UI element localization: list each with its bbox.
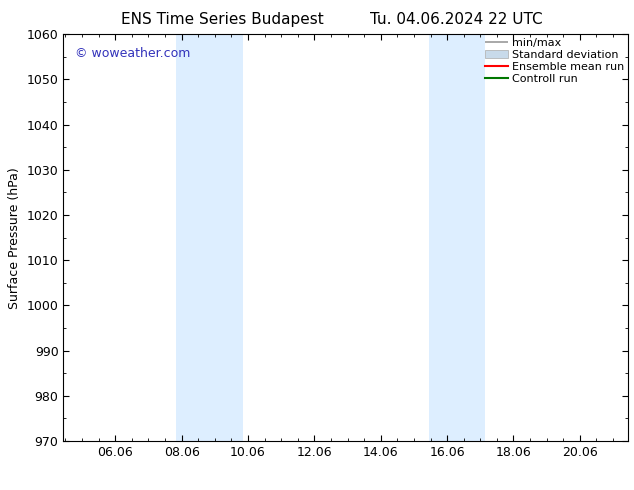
Text: © woweather.com: © woweather.com	[75, 47, 190, 59]
Text: ENS Time Series Budapest: ENS Time Series Budapest	[120, 12, 323, 27]
Legend: min/max, Standard deviation, Ensemble mean run, Controll run: min/max, Standard deviation, Ensemble me…	[483, 35, 626, 87]
Bar	[176, 34, 243, 441]
Text: Tu. 04.06.2024 22 UTC: Tu. 04.06.2024 22 UTC	[370, 12, 543, 27]
Bar	[429, 34, 485, 441]
Y-axis label: Surface Pressure (hPa): Surface Pressure (hPa)	[8, 167, 21, 309]
